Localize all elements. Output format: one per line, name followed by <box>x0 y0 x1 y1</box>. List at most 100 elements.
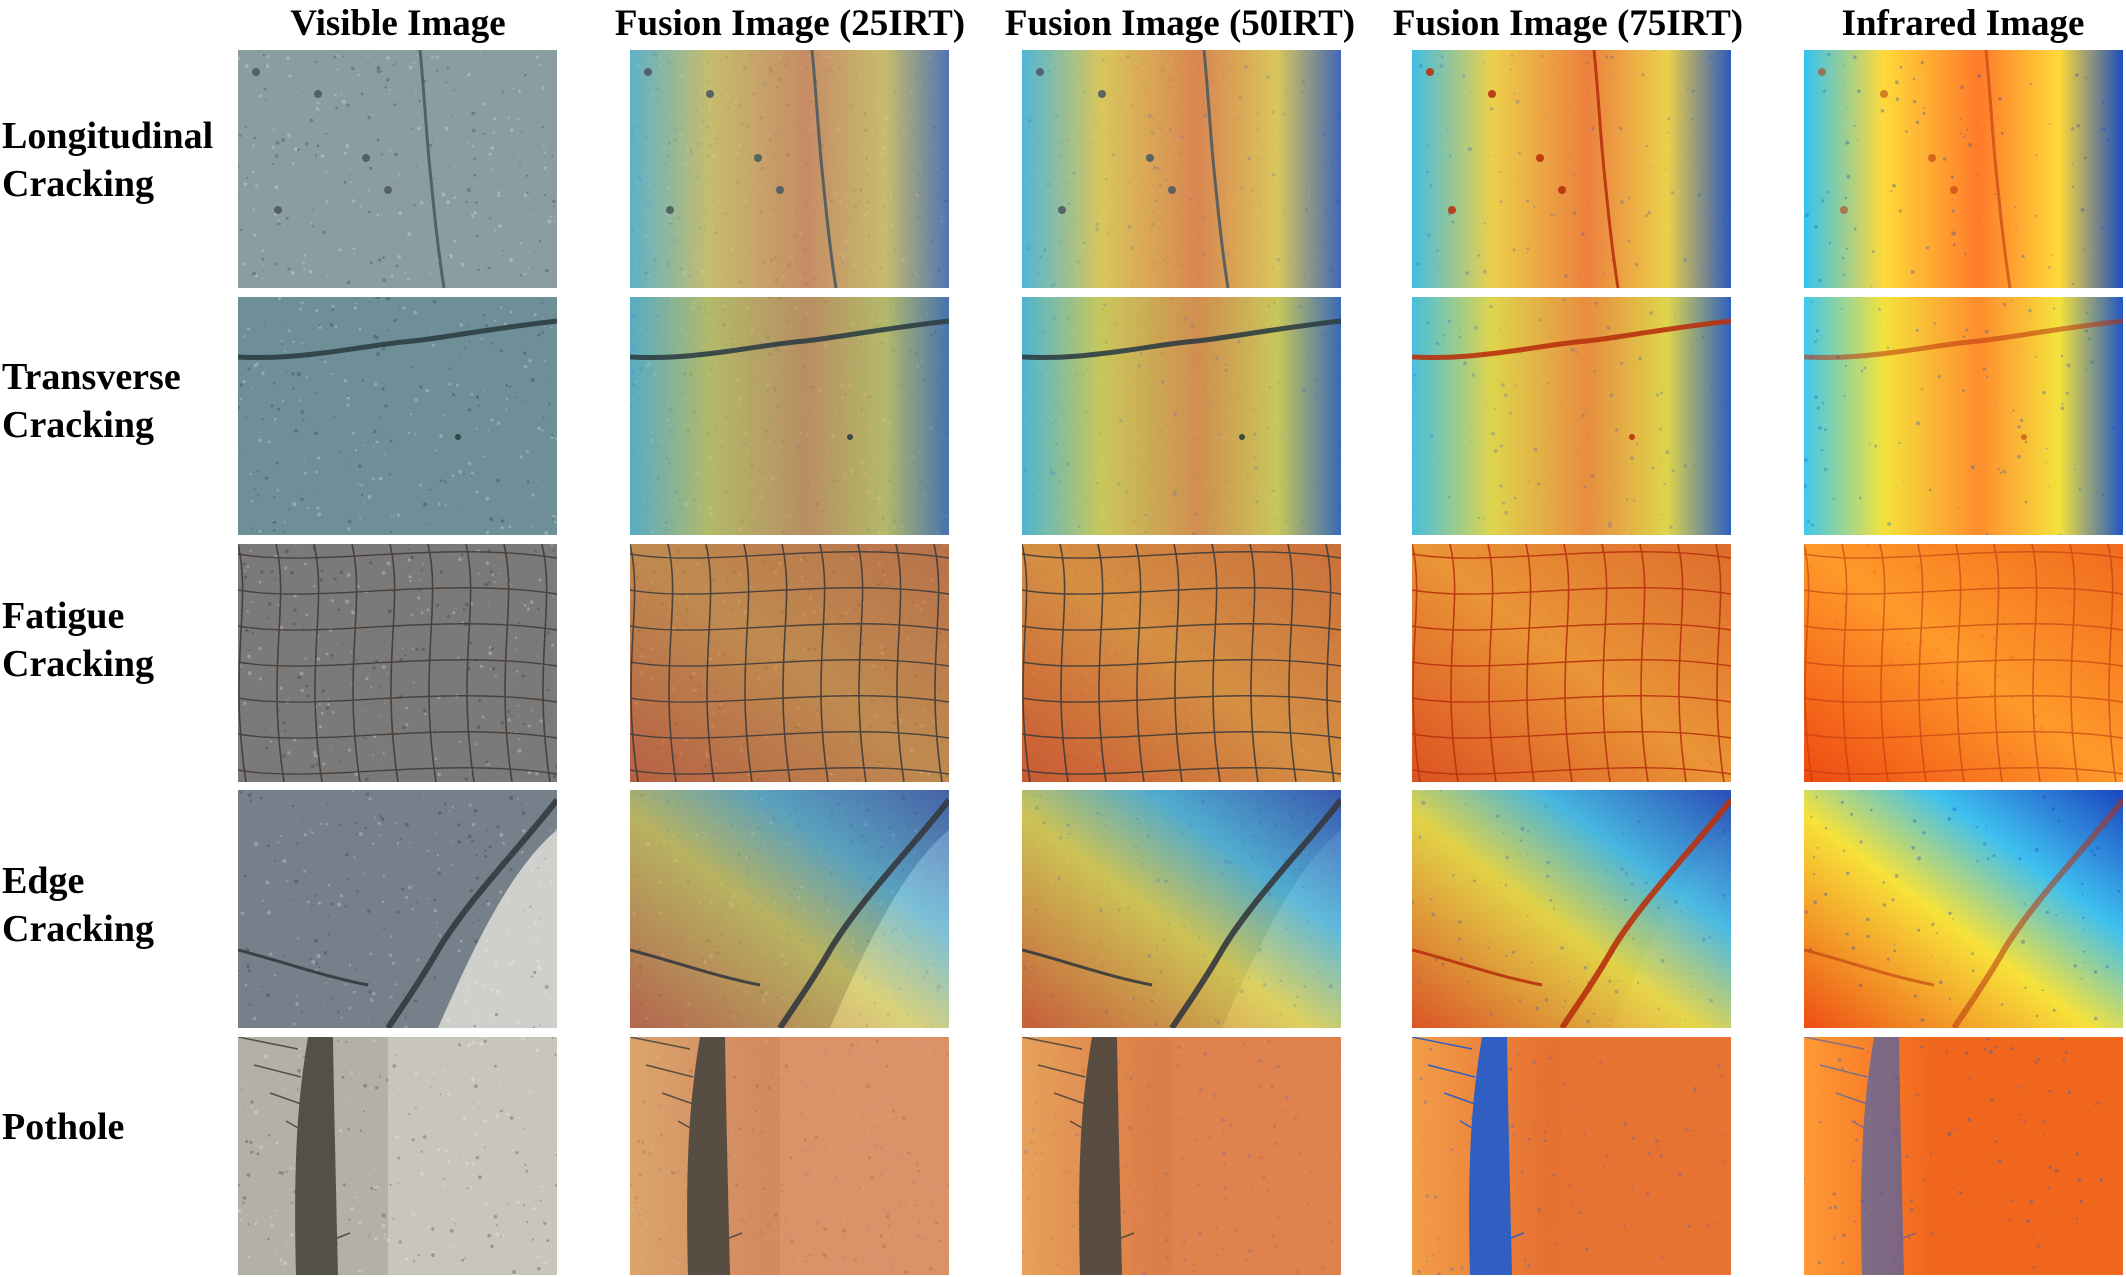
row-label-line: Transverse <box>2 356 181 398</box>
row-label-line: Cracking <box>2 404 154 446</box>
defect-overlay <box>1412 798 1731 1028</box>
row-label-line: Cracking <box>2 908 154 950</box>
column-header-visible: Visible Image <box>290 3 506 44</box>
row-label-pothole: Pothole <box>2 1103 124 1151</box>
image-tile-longitudinal-visible <box>238 50 557 288</box>
row-label-line: Cracking <box>2 163 154 205</box>
row-label-line: Longitudinal <box>2 115 214 157</box>
thermal-layer <box>630 50 949 288</box>
thermal-layer <box>1804 790 2123 1028</box>
thermal-layer <box>1804 544 2123 782</box>
defect-overlay <box>1804 1037 1917 1275</box>
thermal-layer <box>1804 50 2123 288</box>
texture-speckle <box>1023 297 1341 535</box>
image-tile-pothole-fuse25 <box>630 1037 949 1275</box>
defect-overlay <box>1426 50 1620 288</box>
thermal-layer <box>1412 50 1731 288</box>
defect-overlay <box>630 1037 743 1275</box>
texture-speckle <box>630 1037 948 1275</box>
image-tile-edge-fuse75 <box>1412 790 1731 1028</box>
texture-speckle <box>238 791 549 1028</box>
thermal-layer <box>1022 50 1341 288</box>
texture-speckle <box>1412 790 1731 1024</box>
thermal-layer <box>1804 1037 2123 1275</box>
image-tile-pothole-visible <box>238 1037 557 1275</box>
defect-overlay <box>1412 318 1731 440</box>
row-label-transverse: Transverse Cracking <box>2 353 181 449</box>
thermal-layer <box>1022 1037 1341 1275</box>
image-tile-transverse-visible <box>238 297 557 535</box>
defect-overlay <box>1804 544 2123 782</box>
texture-speckle <box>1804 299 2123 535</box>
image-tile-fatigue-fuse75 <box>1412 544 1731 782</box>
defect-overlay <box>238 544 557 782</box>
image-tile-fatigue-fuse25 <box>630 544 949 782</box>
column-header-fusion-50irt: Fusion Image (50IRT) <box>1004 3 1356 44</box>
defect-overlay <box>1022 318 1341 440</box>
defect-overlay <box>238 798 557 1028</box>
image-tile-longitudinal-fuse25 <box>630 50 949 288</box>
row-label-edge: Edge Cracking <box>2 857 154 953</box>
image-tile-edge-fuse50 <box>1022 790 1341 1028</box>
defect-overlay <box>1804 318 2123 440</box>
texture-speckle <box>239 297 557 535</box>
defect-overlay <box>630 798 949 1028</box>
defect-overlay <box>1022 544 1341 782</box>
image-tile-edge-visible <box>238 790 557 1028</box>
texture-speckle <box>1413 297 1731 535</box>
texture-speckle <box>1022 55 1341 288</box>
defect-overlay <box>1022 1037 1135 1275</box>
defect-overlay <box>238 1037 351 1275</box>
visible-layer <box>238 50 557 288</box>
defect-overlay <box>238 318 557 440</box>
defect-overlay <box>1818 50 2012 288</box>
texture-speckle <box>1415 50 1730 278</box>
texture-speckle <box>1804 544 2122 775</box>
thermal-layer <box>630 790 949 1028</box>
thermal-layer <box>630 297 949 535</box>
row-label-line: Edge <box>2 860 85 902</box>
image-tile-edge-infrared <box>1804 790 2123 1028</box>
thermal-layer <box>1022 790 1341 1028</box>
image-tile-longitudinal-fuse50 <box>1022 50 1341 288</box>
thermal-layer <box>1022 297 1341 535</box>
defect-overlay <box>1804 798 2123 1028</box>
texture-speckle <box>1417 1047 1727 1275</box>
row-label-line: Pothole <box>2 1106 125 1148</box>
defect-overlay <box>644 50 838 288</box>
texture-speckle <box>1023 791 1336 1027</box>
texture-speckle <box>630 298 945 532</box>
defect-overlay <box>1036 50 1230 288</box>
image-tile-edge-fuse25 <box>630 790 949 1028</box>
column-header-fusion-25irt: Fusion Image (25IRT) <box>614 3 966 44</box>
image-tile-longitudinal-fuse75 <box>1412 50 1731 288</box>
thermal-layer <box>1804 297 2123 535</box>
image-tile-fatigue-visible <box>238 544 557 782</box>
defect-overlay <box>252 50 446 288</box>
image-tile-pothole-fuse50 <box>1022 1037 1341 1275</box>
defect-overlay <box>630 544 949 782</box>
row-label-line: Cracking <box>2 643 154 685</box>
texture-speckle <box>1804 790 2121 1022</box>
texture-speckle <box>238 50 556 281</box>
thermal-layer <box>1412 297 1731 535</box>
texture-speckle <box>1805 52 2123 288</box>
row-label-longitudinal: Longitudinal Cracking <box>2 112 213 208</box>
visible-layer <box>238 544 557 782</box>
defect-overlay <box>1412 544 1731 782</box>
defect-overlay <box>1412 1037 1525 1275</box>
thermal-layer <box>1412 544 1731 782</box>
thermal-layer <box>1412 1037 1731 1275</box>
image-tile-transverse-infrared <box>1804 297 2123 535</box>
texture-speckle <box>1022 544 1340 782</box>
image-tile-longitudinal-infrared <box>1804 50 2123 288</box>
row-label-line: Fatigue <box>2 595 125 637</box>
image-tile-pothole-infrared <box>1804 1037 2123 1275</box>
column-header-infrared: Infrared Image <box>1841 3 2085 44</box>
row-label-fatigue: Fatigue Cracking <box>2 592 154 688</box>
image-tile-transverse-fuse50 <box>1022 297 1341 535</box>
visible-layer <box>238 297 557 535</box>
image-tile-fatigue-fuse50 <box>1022 544 1341 782</box>
image-tile-transverse-fuse25 <box>630 297 949 535</box>
thermal-layer <box>1412 790 1731 1028</box>
